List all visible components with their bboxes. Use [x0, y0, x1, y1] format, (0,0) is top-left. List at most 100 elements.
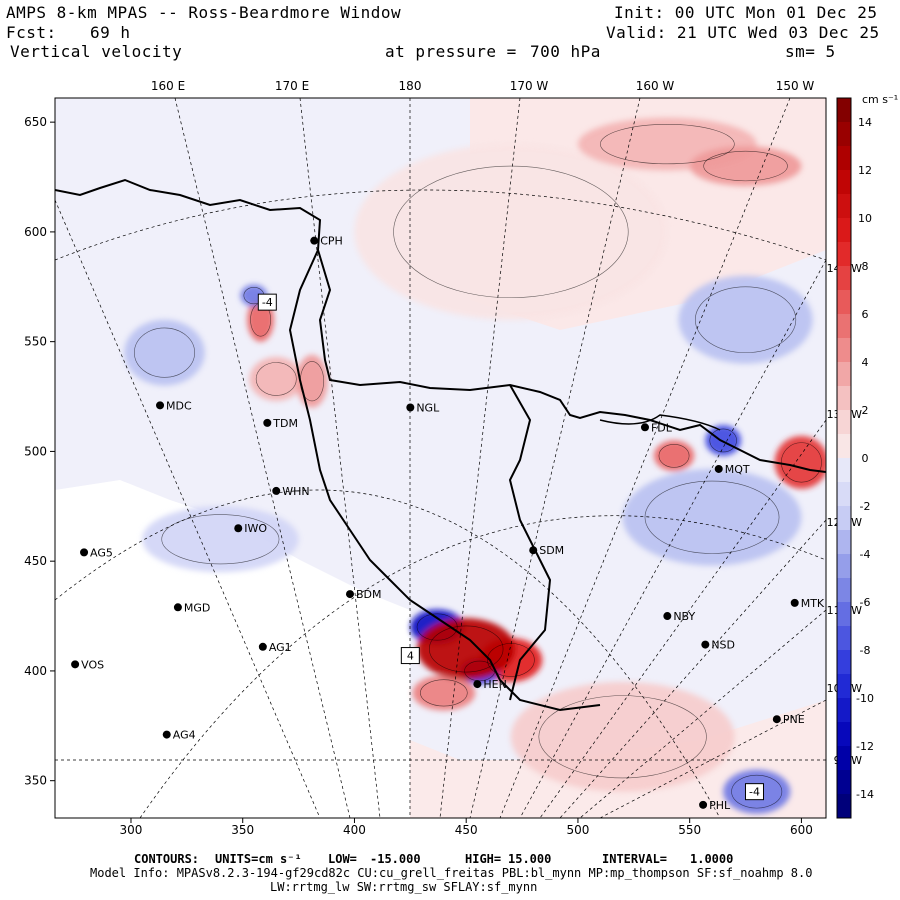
contour-ne-downdraft	[694, 286, 797, 353]
station-label: MQT	[725, 463, 750, 476]
colorbar-tick-label: 12	[858, 164, 872, 177]
forecast-hour: 69 h	[90, 23, 131, 42]
station-dot	[790, 598, 799, 607]
colorbar-swatch	[837, 218, 851, 243]
x-tick-label: 400	[343, 823, 366, 837]
colorbar-tick-label: 2	[862, 404, 869, 417]
lon-label-180: 180	[399, 79, 422, 93]
colorbar-swatch	[837, 674, 851, 699]
station-label: AG5	[90, 546, 113, 559]
lon-label-160w: 160 W	[636, 79, 675, 93]
station-label: PHL	[709, 799, 731, 812]
contour-nw-downdraft	[134, 327, 195, 378]
colorbar-tick-label: -4	[860, 548, 871, 561]
contour-beardmore-updraft	[429, 625, 504, 673]
colorbar-frame	[836, 97, 852, 819]
contours-label: CONTOURS:	[134, 852, 200, 866]
high-value: 15.000	[508, 852, 552, 866]
station-label: AG4	[173, 729, 196, 742]
latitude-circle-3	[139, 515, 826, 818]
station-dot	[772, 715, 781, 724]
station-label: FDL	[651, 421, 673, 434]
contour-mqt-downdraft	[709, 428, 737, 453]
forecast-label: Fcst:	[6, 23, 57, 42]
y-tick-label: 400	[24, 664, 47, 678]
station-dot	[714, 464, 723, 473]
colorbar-tick-label: -14	[856, 788, 874, 801]
pressure-value: 700 hPa	[530, 42, 601, 61]
colorbar-swatch	[837, 98, 851, 123]
extremum-box	[744, 783, 764, 801]
model-info-line2: LW:rrtmg_lw SW:rrtmg_sw SFLAY:sf_mynn	[270, 880, 538, 894]
region-mqt-downdraft	[705, 425, 742, 456]
region-victoria-land-updraft	[249, 357, 304, 401]
x-tick-label: 550	[678, 823, 701, 837]
y-tick-label: 600	[24, 225, 47, 239]
ice-shelf-front	[508, 384, 552, 701]
region-ne-downdraft	[678, 275, 813, 364]
station-dot	[263, 418, 272, 427]
region-nw-downdraft	[124, 319, 205, 386]
colorbar-swatch	[837, 626, 851, 651]
station-label: PNE	[783, 713, 805, 726]
station-nsd: NSD	[701, 639, 735, 652]
y-tick-label: 550	[24, 335, 47, 349]
station-dot	[272, 486, 281, 495]
latitude-circle-1	[55, 189, 826, 261]
interval-value: 1.0000	[690, 852, 734, 866]
meridian-150e	[55, 199, 321, 818]
colorbar-swatch	[837, 266, 851, 291]
colorbar-tick-label: 0	[862, 452, 869, 465]
extremum-box	[257, 293, 277, 311]
meridian-130w	[539, 419, 826, 818]
station-fdl: FDL	[640, 421, 673, 434]
station-sdm: SDM	[529, 544, 564, 557]
contour-southeast-mixed	[538, 695, 707, 779]
contour-ne-updraft-band	[703, 150, 788, 182]
station-nby: NBY	[663, 610, 696, 623]
extremum-marker: 4	[400, 647, 420, 665]
station-dot	[310, 236, 319, 245]
station-dot	[663, 612, 672, 621]
pressure-label: at pressure =	[385, 42, 517, 61]
y-tick-label: 350	[24, 774, 47, 788]
colorbar-tick-label: -6	[860, 596, 871, 609]
meridian-170w	[439, 98, 521, 818]
colorbar-swatch	[837, 314, 851, 339]
colorbar-swatch	[837, 122, 851, 147]
station-dot	[406, 403, 415, 412]
extremum-label: -4	[262, 296, 273, 309]
station-label: TDM	[272, 417, 298, 430]
colorbar-swatch	[837, 554, 851, 579]
contour-tdm-updraft	[299, 361, 325, 402]
station-dot	[345, 590, 354, 599]
station-label: IWO	[244, 522, 267, 535]
colorbar-swatch	[837, 482, 851, 507]
colorbar-swatch	[837, 338, 851, 363]
init-time: Init: 00 UTC Mon 01 Dec 25	[614, 3, 878, 22]
low-value: -15.000	[370, 852, 421, 866]
meridian-170e	[299, 98, 381, 818]
contour-marie-byrd-updraft-2	[658, 443, 690, 468]
region-marie-byrd-updraft-2	[653, 440, 695, 472]
marie-byrd-coast	[599, 414, 721, 431]
station-cph: CPH	[310, 235, 343, 248]
coastlines	[55, 178, 826, 712]
station-dot	[699, 800, 708, 809]
colorbar-swatch	[837, 170, 851, 195]
station-dot	[258, 642, 267, 651]
lon-label-170e: 170 E	[275, 79, 309, 93]
coast-north	[55, 178, 826, 473]
interval-label: INTERVAL=	[602, 852, 668, 866]
station-label: NGL	[416, 402, 440, 415]
lon-label-160e: 160 E	[151, 79, 185, 93]
contour-transantarctic-updraft-2	[487, 643, 535, 677]
missing-data-region	[55, 480, 410, 818]
extremum-label: -4	[749, 786, 760, 799]
station-dot	[234, 524, 243, 533]
station-phl: PHL	[699, 799, 731, 812]
station-label: HEN	[483, 678, 506, 691]
station-ag1: AG1	[258, 641, 292, 654]
contour-northeast-light-updraft	[393, 165, 629, 299]
lon-label-150w: 150 W	[776, 79, 815, 93]
